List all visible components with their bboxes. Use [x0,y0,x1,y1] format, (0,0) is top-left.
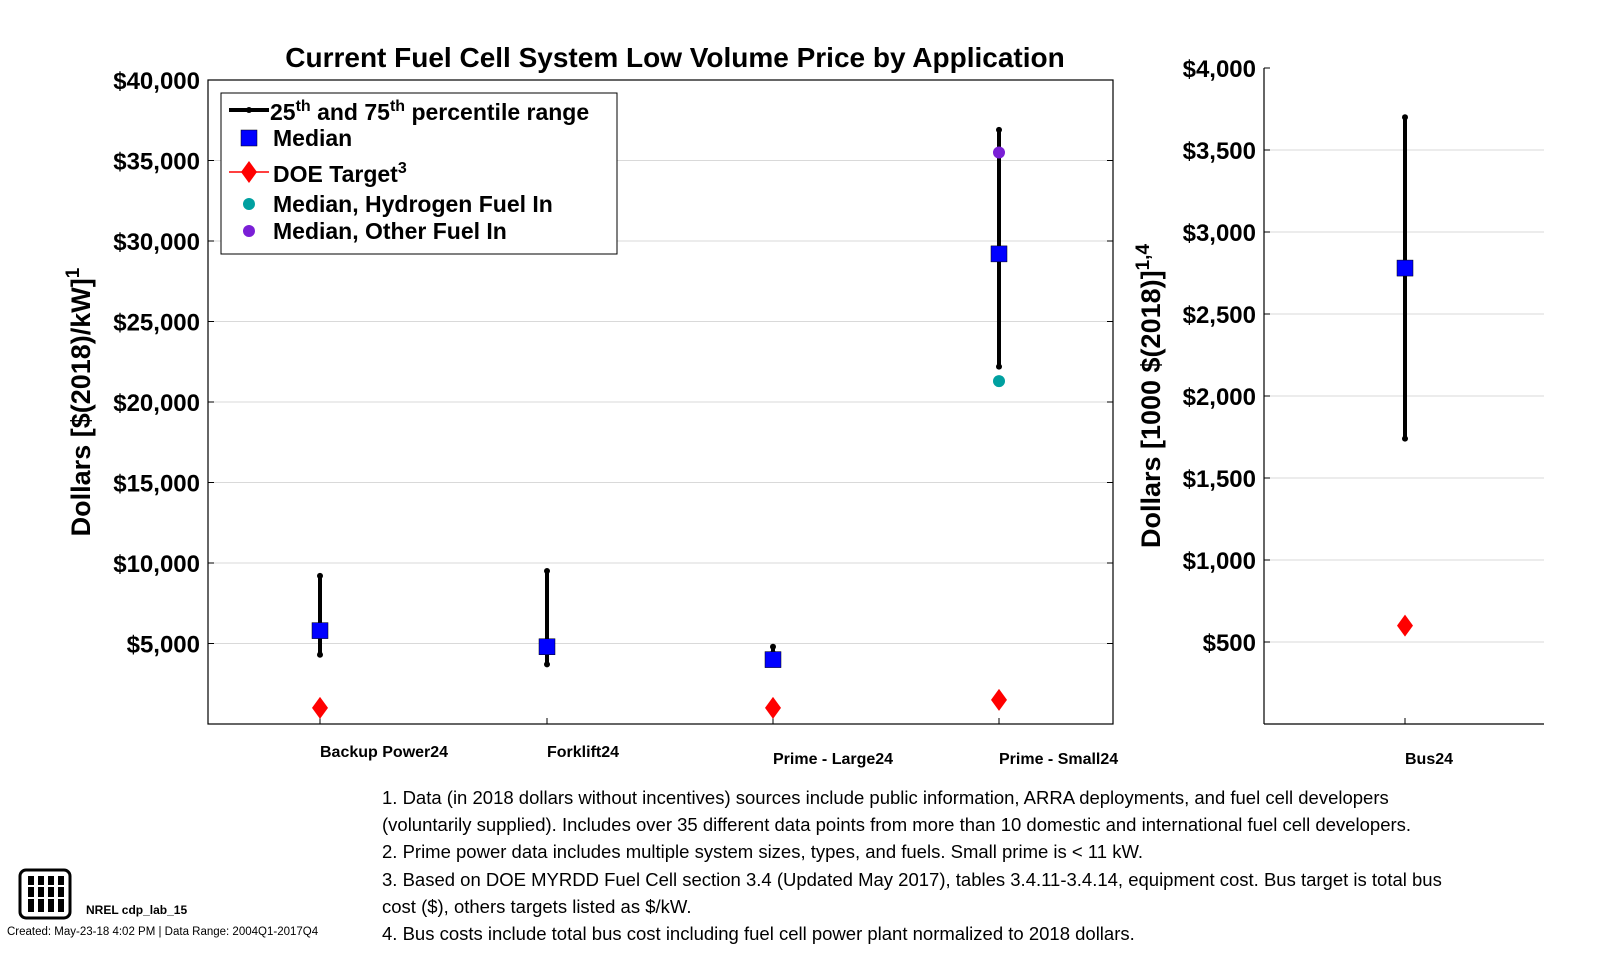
main-y-tick-label: $15,000 [113,471,200,498]
footnote-line: 1. Data (in 2018 dollars without incenti… [382,787,1389,808]
footnote-line: 3. Based on DOE MYRDD Fuel Cell section … [382,868,1442,890]
main-y-tick-label: $40,000 [113,68,200,95]
legend-h2-icon [243,198,255,210]
middle: Prime - Large24 [773,751,893,768]
bus-y-tick-label: $2,500 [1183,302,1256,329]
bus-y-tick-label: $1,000 [1183,548,1256,575]
main-median-hydrogen-point [993,375,1005,388]
main-p75-point [770,643,776,650]
bus-y-tick-label: $2,000 [1183,384,1256,411]
legend-box [220,92,618,255]
main-p25-point [996,363,1002,370]
main-p25-point [544,661,550,668]
main-y-tick-label: $10,000 [113,551,200,578]
legend-range-dot-icon [246,107,252,113]
bus-y-tick-label: $500 [1203,630,1256,657]
main-median-point [990,245,1008,263]
middle: Backup Power24 [320,744,448,761]
main-plot-frame [207,79,1114,725]
legend-label-median: Median [273,125,352,151]
legend-other-icon [243,225,255,237]
footnote-line: cost ($), others targets listed as $/kW. [382,895,692,917]
legend-median-icon [240,129,258,147]
legend-label-range: 25th and 75th percentile range [270,98,589,125]
main-y-tick-label: $25,000 [113,310,200,337]
bus-y-tick-label: $1,500 [1183,466,1256,493]
bus-p25-point [1402,435,1408,442]
bus-median-point [1396,259,1414,277]
middle: Bus24 [1405,751,1453,768]
bus-doe-target-point [1397,614,1413,637]
legend-label-target: DOE Target3 [273,160,407,187]
main-p75-point [996,126,1002,133]
main-median-point [538,638,556,655]
main-y-tick-label: $20,000 [113,390,200,417]
legend-label-other: Median, Other Fuel In [273,218,507,244]
middle: Prime - Small24 [999,751,1118,768]
main-y-tick-label: $5,000 [127,632,200,659]
main-y-tick-label: $35,000 [113,149,200,176]
footnote-line: (voluntarily supplied). Includes over 35… [382,814,1412,836]
middle: Forklift24 [547,744,619,761]
main-doe-target-point [991,688,1007,711]
created-info: Created: May-23-18 4:02 PM | Data Range:… [7,926,319,938]
bus-y-tick-label: $4,000 [1183,56,1256,83]
legend-target-icon [241,161,257,183]
legend-label-h2: Median, Hydrogen Fuel In [273,191,553,217]
main-median-other-point [993,146,1005,159]
main-median-point [764,651,782,668]
chart-title: Current Fuel Cell System Low Volume Pric… [285,42,1065,73]
main-p75-point [317,572,323,579]
main-doe-target-point [765,696,781,719]
bus-y-tick-label: $3,500 [1183,138,1256,165]
main-doe-target-point [312,696,328,719]
main-y-tick-label: $30,000 [113,229,200,256]
main-y-axis-label: Dollars [$(2018)/kW]1 [63,267,96,536]
bus-y-tick-label: $3,000 [1183,220,1256,247]
footnotes: 1. Data (in 2018 dollars without incenti… [382,784,1594,947]
bus-y-axis-label: Dollars [1000 $(2018)]1,4 [1133,244,1166,549]
bus-p75-point [1402,114,1408,121]
main-p75-point [544,568,550,575]
main-median-point [311,622,329,639]
nrel-logo-icon [18,868,72,920]
lab-id: NREL cdp_lab_15 [86,903,188,917]
footnote-line: 4. Bus costs include total bus cost incl… [382,923,1135,945]
main-p25-point [317,651,323,658]
footnote-line: 2. Prime power data includes multiple sy… [382,841,1144,863]
